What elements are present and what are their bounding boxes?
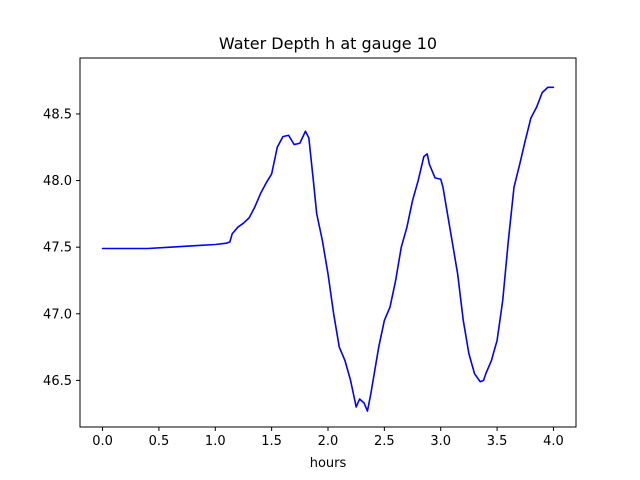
y-tick-label: 48.0: [43, 174, 72, 189]
x-tick-label: 4.0: [543, 434, 564, 449]
series-line-0: [101, 86, 555, 412]
x-tick-label: 0.0: [92, 434, 113, 449]
x-tick-label: 1.5: [261, 434, 282, 449]
y-tick-label: 46.5: [43, 374, 72, 389]
y-tick-label: 47.5: [43, 241, 72, 256]
x-tick-label: 3.5: [487, 434, 508, 449]
x-tick-label: 2.0: [318, 434, 339, 449]
y-axis: 46.5 47.0 47.5 48.0 48.5: [43, 107, 80, 389]
y-tick-label: 47.0: [43, 307, 72, 322]
x-tick-label: 0.5: [149, 434, 170, 449]
x-axis-label: hours: [310, 456, 347, 471]
chart-title: Water Depth h at gauge 10: [219, 34, 437, 53]
y-tick-label: 48.5: [43, 107, 72, 122]
x-tick-label: 2.5: [374, 434, 395, 449]
plot-frame: [79, 57, 577, 428]
plot-area: [79, 57, 577, 428]
x-tick-label: 1.0: [205, 434, 226, 449]
x-tick-label: 3.0: [430, 434, 451, 449]
x-axis: 0.0 0.5 1.0 1.5 2.0 2.5 3.0 3.5 4.0: [92, 427, 564, 449]
